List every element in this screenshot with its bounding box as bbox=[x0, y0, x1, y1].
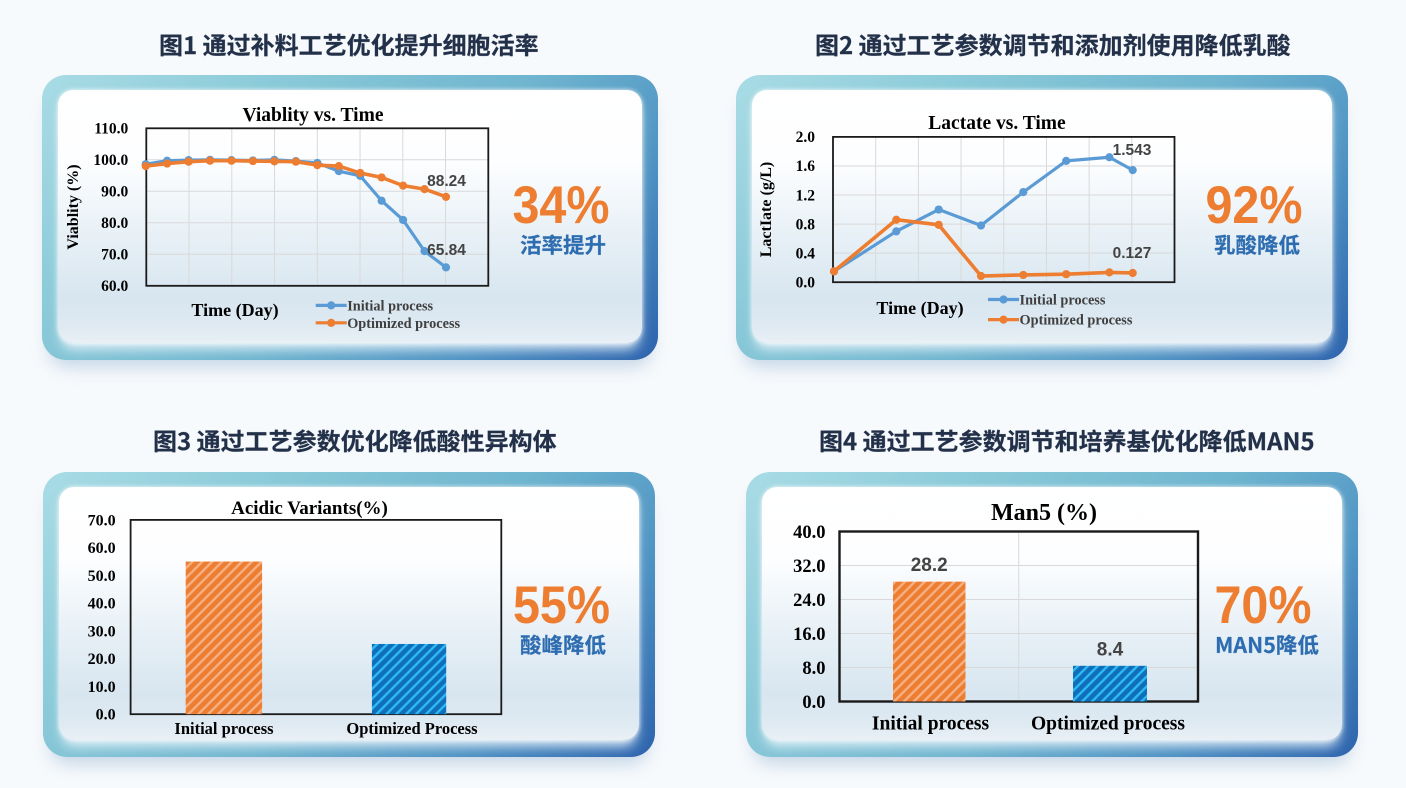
svg-text:LactIate (g/L): LactIate (g/L) bbox=[758, 162, 775, 258]
svg-text:2.0: 2.0 bbox=[796, 129, 816, 146]
svg-text:90.0: 90.0 bbox=[101, 184, 128, 201]
svg-text:Man5 (%): Man5 (%) bbox=[991, 500, 1097, 526]
svg-text:Optimized Process: Optimized Process bbox=[346, 719, 478, 738]
svg-text:16.0: 16.0 bbox=[793, 625, 825, 645]
svg-text:0.0: 0.0 bbox=[796, 274, 816, 291]
svg-text:60.0: 60.0 bbox=[88, 540, 116, 557]
svg-text:88.24: 88.24 bbox=[427, 173, 466, 190]
svg-text:1.2: 1.2 bbox=[796, 187, 816, 204]
svg-text:Optimized process: Optimized process bbox=[1020, 313, 1133, 329]
svg-text:0.8: 0.8 bbox=[796, 216, 816, 233]
svg-text:Initial process: Initial process bbox=[174, 719, 274, 738]
svg-text:40.0: 40.0 bbox=[793, 523, 825, 543]
svg-text:Optimized process: Optimized process bbox=[1031, 714, 1185, 735]
svg-text:Lactate vs. Time: Lactate vs. Time bbox=[928, 113, 1066, 134]
svg-text:Initial process: Initial process bbox=[347, 298, 433, 314]
svg-text:1.543: 1.543 bbox=[1113, 142, 1152, 159]
svg-text:70.0: 70.0 bbox=[88, 512, 116, 529]
svg-text:1.6: 1.6 bbox=[796, 158, 816, 175]
svg-text:0.127: 0.127 bbox=[1113, 245, 1152, 262]
svg-text:Optimized process: Optimized process bbox=[347, 316, 460, 332]
svg-text:Initial process: Initial process bbox=[872, 714, 990, 735]
svg-text:28.2: 28.2 bbox=[911, 555, 948, 576]
svg-text:40.0: 40.0 bbox=[88, 596, 116, 613]
svg-text:8.4: 8.4 bbox=[1097, 639, 1124, 660]
svg-text:10.0: 10.0 bbox=[88, 679, 116, 696]
svg-text:32.0: 32.0 bbox=[793, 557, 825, 577]
svg-text:20.0: 20.0 bbox=[88, 651, 116, 668]
svg-text:Time (Day): Time (Day) bbox=[876, 298, 963, 319]
svg-text:Viablity (%): Viablity (%) bbox=[65, 164, 82, 249]
svg-text:100.0: 100.0 bbox=[93, 152, 128, 169]
svg-text:8.0: 8.0 bbox=[802, 659, 825, 679]
svg-text:0.0: 0.0 bbox=[96, 707, 116, 724]
svg-text:50.0: 50.0 bbox=[88, 568, 116, 585]
svg-text:Initial process: Initial process bbox=[1020, 293, 1106, 309]
svg-text:24.0: 24.0 bbox=[793, 591, 825, 611]
svg-text:65.84: 65.84 bbox=[427, 242, 466, 259]
svg-text:0.0: 0.0 bbox=[802, 693, 825, 713]
svg-text:30.0: 30.0 bbox=[88, 623, 116, 640]
svg-text:70.0: 70.0 bbox=[101, 247, 128, 264]
svg-text:Acidic Variants(%): Acidic Variants(%) bbox=[231, 498, 388, 519]
svg-text:Time (Day): Time (Day) bbox=[191, 300, 278, 321]
svg-text:60.0: 60.0 bbox=[101, 278, 128, 295]
svg-text:Viablity vs. Time: Viablity vs. Time bbox=[242, 105, 383, 126]
svg-text:80.0: 80.0 bbox=[101, 215, 128, 232]
svg-text:110.0: 110.0 bbox=[94, 121, 128, 138]
svg-text:0.4: 0.4 bbox=[796, 245, 816, 262]
